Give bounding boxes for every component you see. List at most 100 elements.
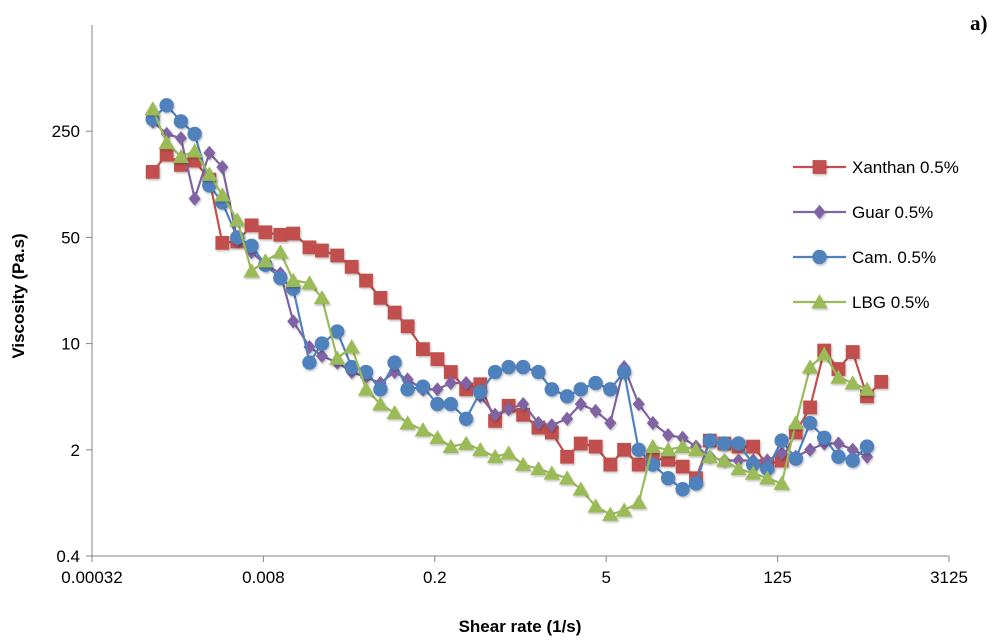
data-point (502, 402, 515, 417)
data-point (399, 415, 416, 430)
data-point (574, 396, 587, 412)
data-point (858, 381, 876, 396)
data-point (174, 131, 187, 146)
data-point (573, 436, 588, 451)
legend-label: Cam. 0.5% (852, 248, 936, 267)
data-point (787, 415, 805, 430)
data-point (860, 449, 874, 464)
legend-label: Guar 0.5% (852, 203, 933, 222)
data-point (429, 429, 446, 445)
legend-item: Guar 0.5% (793, 203, 933, 222)
data-point (159, 98, 174, 113)
data-point (803, 400, 817, 415)
data-point (588, 375, 603, 391)
x-tick-label: 5 (601, 568, 610, 587)
data-point (387, 305, 402, 320)
data-point (746, 439, 761, 454)
series-layer (144, 98, 889, 521)
data-point (159, 147, 174, 162)
data-point (214, 187, 231, 202)
data-point (415, 379, 431, 394)
y-tick-label: 50 (61, 228, 80, 247)
data-point (302, 355, 317, 370)
data-point (285, 272, 302, 287)
data-point (816, 346, 833, 361)
data-point (687, 441, 705, 457)
data-point (457, 435, 475, 450)
data-point (517, 396, 530, 412)
data-point (631, 457, 646, 472)
data-point (701, 448, 719, 464)
data-point (373, 382, 388, 397)
data-point (472, 441, 489, 457)
data-point (773, 475, 790, 490)
data-point (659, 441, 677, 457)
y-tick-label: 250 (52, 122, 80, 141)
x-tick-label: 125 (763, 568, 791, 587)
data-point (187, 126, 202, 142)
data-point (188, 191, 201, 206)
data-point (646, 415, 659, 431)
data-point (203, 145, 216, 160)
data-point (675, 459, 690, 474)
data-point (759, 470, 776, 485)
data-point (473, 384, 488, 400)
data-point (572, 481, 589, 496)
data-point (431, 382, 444, 397)
data-point (830, 369, 847, 384)
data-point (616, 364, 632, 380)
data-point (486, 448, 504, 464)
data-point (216, 160, 229, 175)
data-point (788, 451, 804, 466)
data-point (272, 244, 289, 259)
data-point (744, 465, 762, 480)
data-point (414, 422, 432, 437)
data-point (386, 405, 403, 420)
data-point (559, 389, 575, 404)
data-point (400, 319, 415, 334)
data-point (430, 352, 445, 367)
legend-marker (813, 204, 826, 220)
data-point (416, 342, 430, 357)
data-point (644, 438, 662, 453)
data-point (632, 396, 645, 412)
data-point (314, 243, 329, 258)
data-point (359, 273, 373, 288)
data-point (460, 375, 473, 391)
data-point (688, 476, 704, 491)
data-point (560, 449, 575, 464)
data-point (587, 498, 604, 513)
legend-marker (812, 249, 827, 265)
series-cam-0-5 (145, 98, 875, 497)
legend-marker (811, 294, 828, 309)
data-point (831, 449, 846, 464)
data-point (731, 436, 746, 451)
data-point (458, 411, 474, 426)
data-point (660, 471, 676, 486)
data-point (558, 470, 576, 485)
series-guar-0-5 (146, 114, 874, 468)
x-axis-title: Shear rate (1/s) (459, 617, 582, 636)
data-point (286, 226, 301, 241)
data-point (730, 460, 747, 476)
data-point (588, 439, 603, 454)
x-tick-label: 0.2 (423, 568, 447, 587)
data-point (775, 446, 788, 461)
data-point (443, 396, 458, 412)
data-point (257, 253, 274, 268)
data-point (330, 248, 345, 263)
data-point (675, 482, 690, 497)
data-point (603, 382, 618, 397)
data-point (716, 452, 733, 467)
y-tick-label: 2 (71, 441, 80, 460)
data-point (531, 364, 546, 380)
data-point (173, 114, 189, 129)
data-point (514, 456, 532, 471)
data-point (302, 240, 317, 255)
data-point (874, 374, 889, 389)
y-axis-title: Viscosity (Pa.s) (9, 233, 28, 358)
y-tick-label: 0.4 (56, 547, 80, 566)
data-point (832, 436, 845, 451)
data-point (343, 339, 360, 354)
